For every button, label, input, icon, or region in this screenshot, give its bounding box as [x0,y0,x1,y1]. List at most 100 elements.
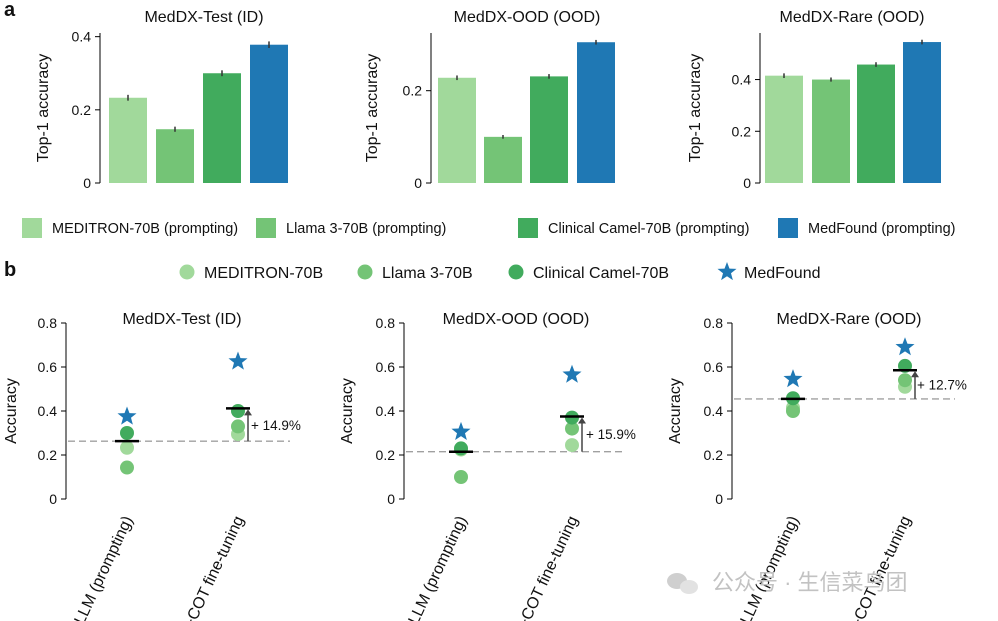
y-tick-label: 0.2 [38,447,58,463]
data-point [120,460,134,475]
chart-title: MedDX-Test (ID) [122,311,241,328]
watermark-text: 公众号 · 生信菜鸟团 [712,570,908,595]
legend-swatch [518,218,538,238]
legend-label: MEDITRON-70B (prompting) [52,221,238,237]
legend-label: MedFound [744,265,821,282]
y-tick-label: 0.6 [38,359,58,375]
y-tick-label: 0 [387,491,395,507]
bar [812,79,850,183]
circle-icon [357,264,373,280]
legend-label: Llama 3-70B (prompting) [286,221,446,237]
medfound-star-point [117,406,137,425]
x-tick-label: +COT fine-tuning [848,514,915,621]
chart-title: MedDX-OOD (OOD) [443,311,590,328]
bar [203,73,241,183]
bar-chart-3: MedDX-Rare (OOD) Top-1 accuracy 0 0.2 0.4 [687,9,941,191]
panel-a-label: a [4,0,16,21]
y-axis-label: Top-1 accuracy [35,54,52,163]
y-axis-label: Accuracy [667,378,684,444]
legend-item: MEDITRON-70B [179,264,323,282]
bar [438,77,476,183]
star-icon [717,262,737,281]
bar [156,129,194,183]
y-tick-label: 0.2 [376,447,396,463]
x-tick-label: LLM (prompting) [72,514,137,621]
y-tick-label: 0 [715,491,723,507]
y-tick-label: 0.4 [704,403,724,419]
bar [250,44,288,183]
y-tick-label: 0.2 [403,83,423,99]
y-tick-label: 0.4 [732,72,752,88]
chart-title: MedDX-Rare (OOD) [780,9,925,26]
chart-title: MedDX-OOD (OOD) [454,9,601,26]
y-tick-label: 0.8 [704,315,724,331]
panel-b-label: b [4,259,16,281]
y-tick-label: 0.8 [376,315,396,331]
legend-item: Clinical Camel-70B [508,264,669,282]
data-point [231,404,245,418]
y-tick-label: 0.2 [732,123,752,139]
watermark: 公众号 · 生信菜鸟团 [667,570,908,595]
y-tick-label: 0 [414,175,422,191]
y-tick-label: 0.4 [38,403,58,419]
data-point [454,441,468,456]
bar-chart-2: MedDX-OOD (OOD) Top-1 accuracy 0 0.2 [364,9,615,191]
bar [857,64,895,183]
medfound-star-point [562,364,582,383]
legend-swatch [778,218,798,238]
improvement-label: + 15.9% [586,427,636,442]
medfound-star-point [451,421,471,440]
y-tick-label: 0.8 [38,315,58,331]
scatter-chart-2: MedDX-OOD (OOD) Accuracy 0 0.2 0.4 0.6 0.8 LLM … [339,311,636,621]
bar [484,136,522,183]
y-tick-label: 0.6 [704,359,724,375]
data-point [786,404,800,418]
panel-b-legend: MEDITRON-70B Llama 3-70B Clinical Camel-70… [179,262,821,282]
y-tick-label: 0.4 [376,403,396,419]
improvement-label: + 14.9% [251,418,301,433]
data-point [120,440,134,455]
x-tick-label: +COT fine-tuning [515,514,582,621]
chart-title: MedDX-Rare (OOD) [777,311,922,328]
y-tick-label: 0.2 [704,447,724,463]
legend-item: MedFound (prompting) [778,218,956,238]
panel-a-legend: MEDITRON-70B (prompting) Llama 3-70B (pro… [22,218,956,238]
y-axis-label: Accuracy [3,378,20,444]
medfound-star-point [228,351,248,370]
legend-item: MedFound [717,262,821,282]
legend-label: Clinical Camel-70B (prompting) [548,221,749,237]
legend-label: MEDITRON-70B [204,265,323,282]
legend-label: Llama 3-70B [382,265,473,282]
y-axis-label: Top-1 accuracy [687,54,704,163]
bar [903,42,941,183]
y-tick-label: 0 [83,175,91,191]
wechat-icon [667,573,698,594]
legend-label: Clinical Camel-70B [533,265,669,282]
arrow-head-icon [578,417,586,424]
y-tick-label: 0.2 [72,102,92,118]
bar [765,75,803,183]
circle-icon [508,264,524,280]
y-tick-label: 0.6 [376,359,396,375]
bar [530,76,568,183]
x-tick-label: LLM (prompting) [738,514,803,621]
bar [577,42,615,183]
data-point [120,426,134,440]
scatter-chart-1: MedDX-Test (ID) Accuracy 0 0.2 0.4 0.6 0.8 LLM … [3,311,301,621]
y-axis-label: Accuracy [339,378,356,444]
chart-title: MedDX-Test (ID) [144,9,263,26]
legend-item: MEDITRON-70B (prompting) [22,218,238,238]
improvement-label: + 12.7% [917,378,967,393]
legend-item: Llama 3-70B [357,264,473,282]
data-point [565,421,579,436]
data-point [898,373,912,388]
y-axis-label: Top-1 accuracy [364,54,381,163]
data-point [231,419,245,434]
bar-chart-1: MedDX-Test (ID) Top-1 accuracy 0 0.2 0.4 [35,9,288,191]
data-point [565,438,579,453]
y-tick-label: 0 [49,491,57,507]
legend-label: MedFound (prompting) [808,221,956,237]
arrow-head-icon [911,371,919,378]
data-point [454,470,468,484]
